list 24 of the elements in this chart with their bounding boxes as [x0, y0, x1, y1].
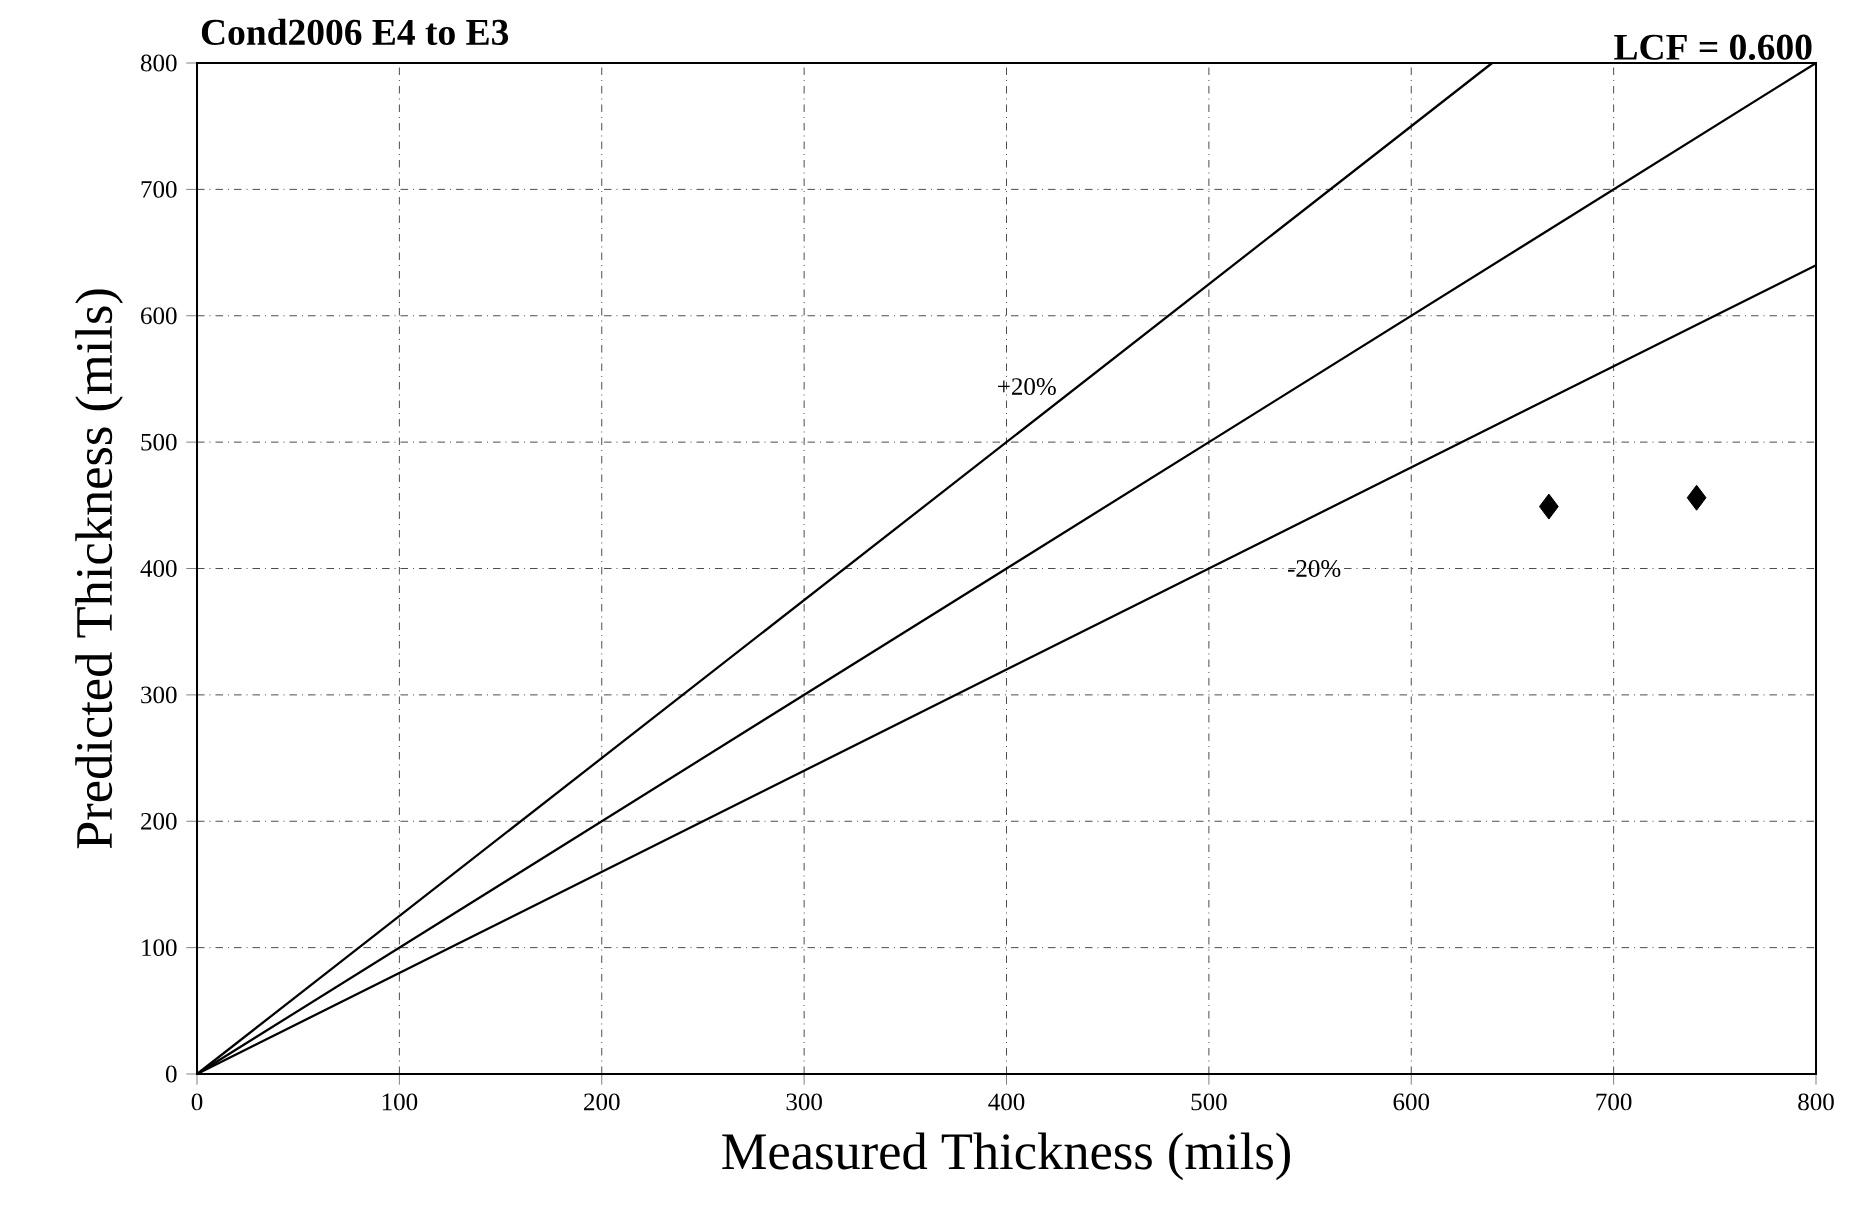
x-tick-label: 700: [1596, 1093, 1632, 1111]
annotation: +20%: [998, 378, 1056, 395]
x-tick-label: 300: [786, 1093, 822, 1111]
y-tick-label: 600: [141, 307, 177, 325]
text: LCF = 0.600: [1614, 34, 1812, 61]
x-tick-label: 500: [1191, 1093, 1227, 1111]
x-tick-label: 100: [382, 1093, 418, 1111]
x-tick-label: 400: [988, 1093, 1025, 1111]
annotation: -20%: [1287, 560, 1341, 577]
y-tick-label: 800: [140, 54, 177, 72]
y-tick-label: 400: [140, 560, 177, 577]
x-tick-label: 600: [1393, 1093, 1430, 1111]
y-axis-title: Predicted Thickness (mils): [75, 289, 123, 849]
x-axis-title: Measured Thickness (mils): [722, 1132, 1290, 1181]
y-tick-label: 700: [141, 180, 177, 198]
y-tick-label: 300: [141, 686, 177, 704]
chart-title: Cond2006 E4 to E3: [201, 18, 509, 45]
y-tick-label: 500: [141, 433, 177, 451]
x-tick-label: 800: [1798, 1093, 1834, 1111]
y-tick-label: 100: [142, 939, 177, 957]
y-tick-label: 0: [165, 1065, 177, 1083]
y-tick-label: 200: [141, 812, 177, 830]
x-tick-label: 0: [191, 1093, 203, 1111]
x-tick-label: 200: [584, 1093, 620, 1111]
